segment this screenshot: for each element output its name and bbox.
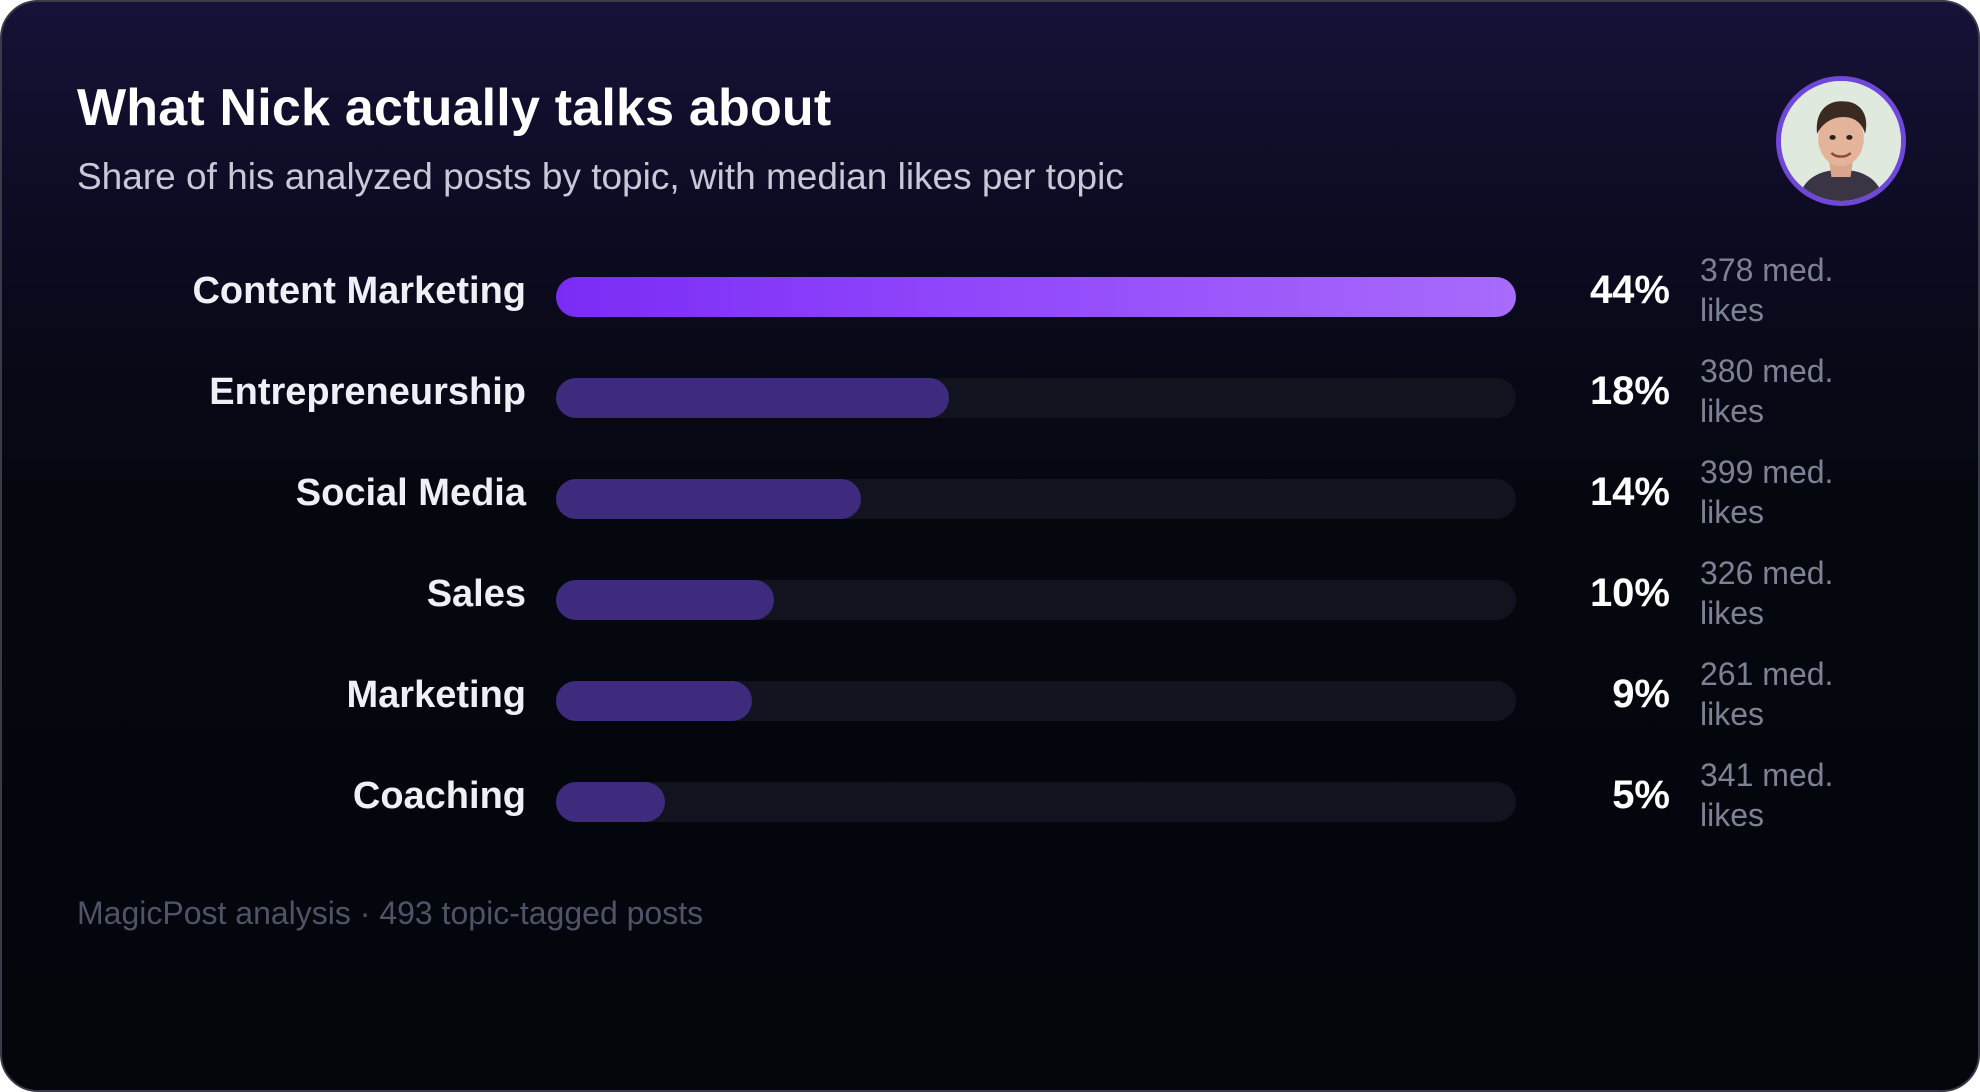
chart-subtitle: Share of his analyzed posts by topic, wi… [77, 156, 1124, 197]
value-label: 10% [1589, 571, 1670, 615]
median-likes-label: 341 med. likes [1700, 757, 1834, 833]
bar-track [556, 580, 1516, 620]
value-label: 14% [1589, 470, 1670, 514]
bar [556, 681, 752, 721]
category-label: Sales [426, 573, 526, 615]
profile-photo-icon [1781, 81, 1901, 201]
category-label: Marketing [346, 674, 526, 716]
bar-track [556, 782, 1516, 822]
bar-track [556, 681, 1516, 721]
value-label: 44% [1589, 268, 1670, 312]
bar-track [556, 378, 1516, 418]
median-likes-label: 399 med. likes [1700, 454, 1834, 530]
category-label: Social Media [295, 472, 526, 514]
chart-footer: MagicPost analysis · 493 topic-tagged po… [77, 895, 704, 931]
bar-row: Sales 10% 326 med. likes [2, 549, 1978, 651]
bar-row: Content Marketing 44% 378 med. likes [2, 246, 1978, 348]
bar-row: Marketing 9% 261 med. likes [2, 650, 1978, 752]
bar-track [556, 479, 1516, 519]
category-label: Coaching [352, 775, 526, 817]
median-likes-label: 261 med. likes [1700, 656, 1834, 732]
category-label: Content Marketing [192, 270, 526, 312]
median-likes-label: 326 med. likes [1700, 555, 1834, 631]
bar [556, 782, 665, 822]
bar-row: Coaching 5% 341 med. likes [2, 751, 1978, 853]
value-label: 9% [1612, 672, 1670, 716]
bar [556, 580, 774, 620]
bar-row: Social Media 14% 399 med. likes [2, 448, 1978, 550]
bar [556, 277, 1516, 317]
avatar [1776, 76, 1906, 206]
median-likes-label: 378 med. likes [1700, 252, 1834, 328]
bar [556, 479, 861, 519]
bar-track [556, 277, 1516, 317]
value-label: 5% [1612, 773, 1670, 817]
bar [556, 378, 949, 418]
median-likes-label: 380 med. likes [1700, 353, 1834, 429]
category-label: Entrepreneurship [209, 371, 526, 413]
value-label: 18% [1589, 369, 1670, 413]
bar-row: Entrepreneurship 18% 380 med. likes [2, 347, 1978, 449]
chart-title: What Nick actually talks about [77, 79, 832, 137]
